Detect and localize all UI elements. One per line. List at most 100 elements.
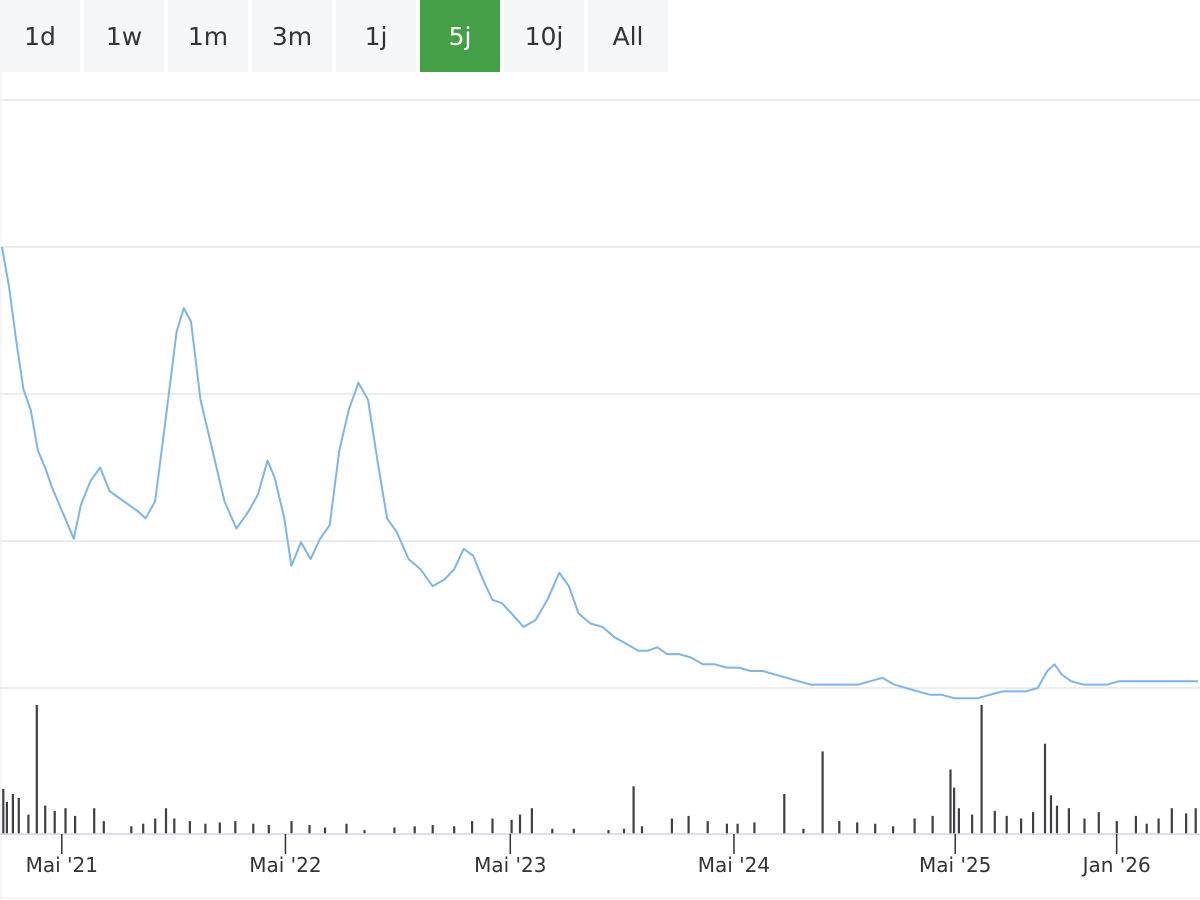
volume-bar (980, 705, 983, 834)
volume-bar (17, 797, 20, 834)
volume-bar (142, 823, 145, 834)
volume-bar (53, 810, 56, 834)
range-selector: 1d 1w 1m 3m 1j 5j 10j All (0, 0, 668, 72)
volume-bar (393, 827, 396, 834)
volume-bar (218, 822, 221, 834)
volume-bar (1185, 813, 1188, 834)
volume-bar (931, 815, 934, 834)
volume-bar (35, 705, 38, 834)
volume-bar (164, 808, 168, 834)
volume-bar (471, 821, 474, 834)
range-button-1m[interactable]: 1m (168, 0, 248, 72)
volume-bar (856, 822, 859, 834)
range-button-all[interactable]: All (588, 0, 668, 72)
volume-bar (1032, 812, 1035, 834)
volume-bar (1115, 821, 1118, 834)
volume-bar (753, 822, 756, 834)
volume-bar (949, 769, 952, 834)
volume-bar (323, 827, 327, 834)
x-tick-label: Mai '24 (698, 853, 770, 877)
volume-bar (491, 818, 494, 834)
range-button-1w[interactable]: 1w (84, 0, 164, 72)
volume-bar (640, 826, 644, 834)
volume-bar (290, 821, 293, 834)
x-tick-label: Mai '25 (919, 853, 991, 877)
x-tick-label: Mai '23 (474, 853, 546, 877)
volume-bar (102, 821, 105, 834)
x-tick-label: Jan '26 (1081, 853, 1151, 877)
volume-bar (510, 819, 513, 834)
gridlines (0, 72, 1200, 900)
volume-bar (453, 826, 456, 834)
volume-bar (632, 786, 635, 834)
volume-bar (802, 828, 805, 834)
volume-bar (892, 826, 895, 834)
volume-bar (345, 823, 348, 834)
volume-bar (913, 818, 916, 834)
volume-bar (783, 794, 786, 834)
volume-bar (431, 825, 434, 834)
volume-bar (252, 823, 255, 834)
price-line-layer (1, 246, 1198, 700)
volume-bar (725, 823, 728, 834)
volume-bar (154, 818, 157, 834)
price-line (1, 246, 1198, 700)
volume-bar (1134, 815, 1137, 834)
volume-bar (64, 808, 67, 834)
range-button-10j[interactable]: 10j (504, 0, 584, 72)
volume-bar (93, 808, 96, 834)
volume-bar (1194, 808, 1197, 834)
volume-bar (607, 830, 610, 834)
volume-bar (736, 823, 739, 834)
volume-bar (363, 830, 366, 834)
volume-bar (173, 818, 176, 834)
range-button-5j[interactable]: 5j (420, 0, 500, 72)
volume-bar (2, 788, 5, 834)
volume-bar (1005, 815, 1008, 834)
volume-bar (1157, 818, 1160, 834)
range-button-1d[interactable]: 1d (0, 0, 80, 72)
volume-bar (1097, 812, 1100, 834)
volume-bar (530, 808, 533, 834)
x-tick-label: Mai '22 (249, 853, 321, 877)
volume-bar (993, 810, 996, 834)
volume-bar (971, 814, 974, 834)
volume-bar (1049, 795, 1053, 834)
volume-bar (518, 814, 522, 834)
volume-bar (5, 801, 8, 835)
volume-bar (1020, 818, 1023, 834)
volume-bar (267, 825, 270, 834)
volume-bar (11, 794, 14, 834)
volume-bar (234, 821, 237, 834)
volume-bar (1145, 823, 1148, 834)
volume-bar (308, 825, 311, 834)
volume-bar (874, 823, 877, 834)
volume-bar (1083, 818, 1086, 834)
volume-bar (1170, 808, 1173, 834)
x-tick-label: Mai '21 (26, 853, 98, 877)
volume-bar (687, 815, 690, 834)
volume-bar (1055, 805, 1059, 834)
volume-bar (1043, 743, 1047, 834)
volume-bar (74, 815, 77, 834)
volume-bar (957, 808, 960, 834)
volume-bar (188, 821, 191, 834)
volume-bar (821, 751, 824, 834)
volume-bar (27, 814, 30, 834)
volume-bar (1067, 808, 1070, 834)
volume-bar (130, 826, 133, 834)
x-axis: Mai '21 Mai '22 Mai '23 Mai '24 Mai '25 Jan '… (0, 833, 1200, 877)
volume-bar (572, 828, 575, 834)
volume-bar (706, 821, 709, 834)
volume-bar (670, 818, 673, 834)
volume-bar (953, 787, 956, 834)
volume-bar (838, 821, 841, 834)
range-button-1j[interactable]: 1j (336, 0, 416, 72)
volume-bar (413, 826, 416, 834)
range-button-3m[interactable]: 3m (252, 0, 332, 72)
volume-bar (204, 823, 207, 834)
volume-bar (622, 828, 626, 834)
volume-bar (44, 805, 47, 834)
volume-bars (2, 705, 1197, 835)
